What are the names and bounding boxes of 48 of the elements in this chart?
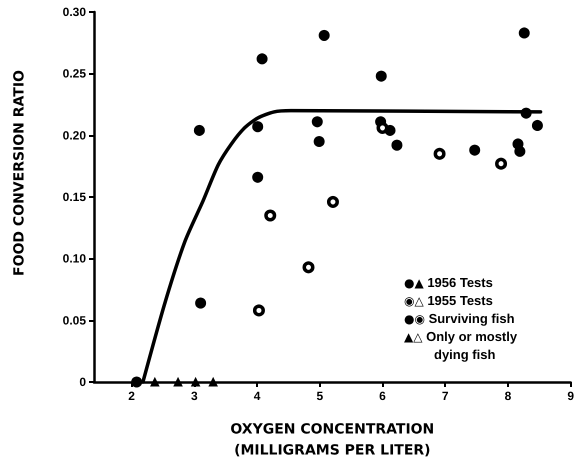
y-tick-label: 0.20 [62, 128, 86, 142]
point [376, 122, 389, 134]
point [208, 378, 218, 386]
x-axis-title: OXYGEN CONCENTRATION (MILLIGRAMS PER LITER) [230, 422, 434, 458]
x-tick-label: 2 [128, 389, 136, 403]
point [150, 378, 160, 386]
y-axis-title: FOOD CONVERSION RATIO [12, 70, 28, 276]
point [532, 120, 543, 131]
y-tick-label: 0.10 [62, 252, 86, 266]
y-tick-label: 0.15 [62, 190, 86, 204]
point [195, 298, 206, 309]
point [469, 144, 480, 156]
point [318, 30, 330, 41]
point [252, 304, 265, 316]
annotation: ◉△ 1955 Tests [404, 292, 494, 310]
x-tick-label: 8 [504, 389, 512, 403]
point [495, 158, 508, 170]
point [256, 53, 268, 64]
y-tick-label: 0 [79, 375, 86, 389]
point [314, 136, 325, 147]
point [194, 124, 205, 136]
x-tick-label: 6 [379, 389, 386, 403]
x-tick-label: 4 [254, 389, 261, 403]
y-tick-label: 0.25 [62, 66, 86, 81]
point [191, 378, 200, 386]
point [520, 108, 532, 119]
y-tick-label: 0.05 [62, 313, 86, 328]
point [391, 140, 402, 151]
point [434, 148, 446, 160]
point [302, 261, 314, 274]
point [264, 210, 276, 222]
annotation: ●◉ Surviving fish [404, 310, 516, 328]
x-tick-label: 5 [316, 389, 324, 403]
point [131, 376, 142, 388]
point [174, 378, 183, 386]
annotation: ▲△ Only or mostly dying fish [404, 328, 518, 363]
annotation: ●▲ 1956 Tests [404, 274, 494, 292]
point [252, 172, 264, 183]
point [518, 27, 530, 38]
x-tick-label: 3 [191, 389, 198, 403]
x-tick-label: 7 [442, 389, 449, 403]
point [312, 116, 323, 128]
point [326, 196, 339, 208]
point [514, 146, 526, 157]
point [376, 70, 387, 82]
y-tick-label: 0.30 [62, 5, 86, 19]
point [252, 121, 264, 132]
x-tick-label: 9 [567, 389, 574, 403]
